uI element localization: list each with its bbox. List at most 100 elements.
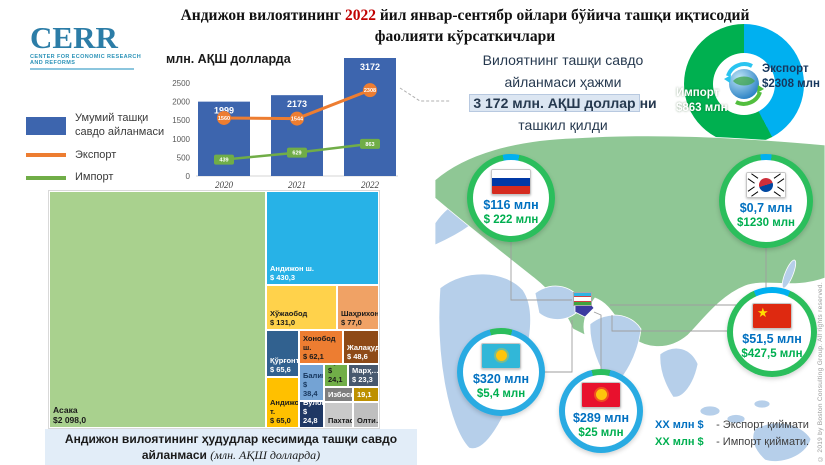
- treemap-cell-name: Андижон т.: [270, 397, 299, 416]
- treemap-cell-name: Қўрғонте…: [270, 355, 299, 365]
- treemap-cell: Балиқ…$ 38,4: [299, 363, 324, 401]
- treemap-cell-name: Хонобод ш.: [303, 334, 336, 352]
- svg-text:500: 500: [177, 153, 191, 162]
- treemap-cell: Хўжаобод $ 131,0: [266, 284, 338, 330]
- svg-text:2000: 2000: [172, 98, 190, 107]
- treemap-cell-name: Бўстон: [328, 365, 347, 366]
- svg-text:629: 629: [292, 151, 301, 157]
- legend-swatch-import: [26, 176, 66, 181]
- treemap-cell: Бўстон$ 24,1: [323, 363, 348, 387]
- map-se-asia: [659, 347, 699, 398]
- svg-text:2021: 2021: [288, 180, 306, 190]
- summary-highlight-tail: ни: [639, 95, 657, 112]
- svg-text:1000: 1000: [172, 135, 190, 144]
- export-value: $2308 млн: [762, 77, 820, 90]
- treemap-cell-value: $ 23,3: [352, 374, 373, 384]
- export-import-donut: Экспорт $2308 млн Импорт $863 млн: [676, 24, 820, 144]
- summary-line-2: айланмаси ҳажми: [504, 73, 622, 90]
- treemap-cell-value: $ 62,1: [303, 352, 324, 361]
- summary-text: Вилоятнинг ташқи савдо айланмаси ҳажми 3…: [437, 50, 689, 137]
- treemap-cell: Андижон ш. $ 430,3: [266, 191, 379, 285]
- import-value: $863 млн: [676, 101, 728, 114]
- summary-line-1: Вилоятнинг ташқи савдо: [482, 52, 644, 68]
- treemap-cell: Қўрғонте…$ 65,6: [266, 330, 299, 377]
- treemap-cell-value: $ 430,3: [270, 272, 296, 282]
- treemap-caption-note: (млн. АҚШ долларда): [210, 447, 321, 462]
- svg-text:2020: 2020: [215, 180, 234, 190]
- title-part-1: Андижон вилоятининг: [180, 7, 345, 24]
- treemap-cell: Улуғ…$ 19,1: [352, 386, 379, 402]
- marker-import-value: $1230 млн: [737, 217, 795, 230]
- treemap-cell-value: $ 131,0: [270, 317, 296, 327]
- marker-export-value: $320 млн: [472, 371, 530, 386]
- marker-export-value: $51,5 млн: [742, 331, 802, 346]
- marker-body: $116 млн $ 222 млн: [473, 160, 549, 236]
- marker-body: $289 млн $25 млн: [565, 375, 637, 447]
- flag-russia-icon: [491, 168, 531, 195]
- treemap-cell: Андижон т.$ 65,0: [266, 376, 299, 428]
- import-label: Импорт: [676, 87, 720, 99]
- treemap-cell: Марҳ… $ 23,3: [348, 363, 379, 387]
- marker-import-value: $25 млн: [578, 427, 624, 440]
- map-marker-russia: $116 млн $ 222 млн: [467, 154, 555, 242]
- marker-export-value: $0,7 млн: [739, 200, 793, 215]
- marker-import-value: $427,5 млн: [741, 348, 803, 361]
- svg-text:3172: 3172: [360, 62, 380, 72]
- treemap-cell-name: Хўжаобод: [270, 308, 308, 318]
- map-legend-export-sample: ХХ млн $: [655, 419, 704, 431]
- marker-export-value: $289 млн: [572, 410, 630, 425]
- treemap-cell-name: Олти…: [356, 415, 378, 425]
- flag-south-korea-icon: [746, 171, 786, 198]
- treemap-cell-value: $ 48,6: [346, 352, 368, 361]
- marker-body: $320 млн $5,4 млн: [463, 334, 539, 410]
- legend-item-export: Экспорт: [26, 149, 176, 163]
- callout-line: [399, 87, 450, 102]
- flag-uzbekistan-icon: [573, 292, 592, 306]
- treemap-cell-value: $ 65,6: [270, 364, 291, 374]
- map-legend-import: ХХ млн $ - Импорт қиймати.: [655, 434, 809, 451]
- legend-label-import: Импорт: [75, 171, 114, 184]
- treemap-cell: Хонобод ш. $ 62,1: [299, 330, 343, 364]
- treemap-cell-value: $ 65,0: [270, 415, 291, 425]
- marker-export-value: $116 млн: [483, 197, 539, 212]
- svg-text:2308: 2308: [364, 88, 376, 94]
- page-title: Андижон вилоятининг 2022 йил январ-сентя…: [130, 6, 800, 48]
- treemap-cell: Асака $2 098,0: [49, 191, 266, 428]
- treemap-cell-name: Андижон ш.: [270, 263, 314, 273]
- map-legend: ХХ млн $ - Экспорт қиймати ХХ млн $ - Им…: [655, 417, 809, 451]
- svg-text:2500: 2500: [172, 79, 190, 88]
- map-marker-china: ★ $51,5 млн $427,5 млн: [727, 287, 817, 377]
- map-australia: [752, 422, 812, 462]
- legend-item-import: Импорт: [26, 171, 176, 185]
- marker-body: $0,7 млн $1230 млн: [725, 160, 807, 242]
- globe-icon: [724, 62, 764, 106]
- legend-swatch-total: [26, 116, 66, 135]
- district-treemap: Асака $2 098,0 Андижон ш. $ 430,3 Хўжаобод $ …: [48, 190, 380, 429]
- logo-text: CERR: [30, 20, 118, 55]
- flag-kazakhstan-icon: [481, 342, 521, 369]
- flag-kyrgyzstan-icon: [581, 381, 621, 408]
- summary-highlight: 3 172 млн. АҚШ доллар: [469, 94, 640, 113]
- svg-text:439: 439: [219, 158, 228, 164]
- title-part-2: йил январ-сентябр ойлари бўйича ташқи иқ…: [376, 7, 750, 24]
- legend-label-export: Экспорт: [75, 148, 117, 161]
- treemap-cell-name: Пахтао…: [327, 415, 352, 425]
- chart-legend: Умумий ташқи савдо айланмаси Экспорт Имп…: [26, 112, 176, 194]
- donut-import-label: Импорт $863 млн: [676, 86, 728, 116]
- legend-item-total: Умумий ташқи савдо айланмаси: [26, 112, 176, 140]
- map-marker-kazakhstan: $320 млн $5,4 млн: [457, 328, 545, 416]
- copyright-text: © 2019 by Boston Consulting Group. All r…: [817, 282, 824, 462]
- treemap-cell: Булоқ…$ 24,8: [299, 401, 324, 428]
- svg-text:863: 863: [365, 142, 374, 148]
- logo-subtext: CENTER FOR ECONOMIC RESEARCH AND REFORMS: [30, 54, 142, 66]
- marker-import-value: $ 222 млн: [483, 214, 539, 227]
- treemap-cell: Шаҳрихон $ 77,0: [336, 284, 379, 330]
- legend-swatch-export: [26, 153, 66, 158]
- flag-china-icon: ★: [752, 302, 792, 329]
- map-legend-export-label: - Экспорт қиймати: [716, 419, 809, 431]
- treemap-cell-name: Балиқ…: [303, 370, 323, 380]
- treemap-cell-name: Жалақуд…: [346, 343, 378, 352]
- treemap-caption-main: Андижон вилоятининг ҳудудлар кесимида та…: [64, 432, 398, 462]
- treemap-cell-value: $ 77,0: [340, 317, 362, 327]
